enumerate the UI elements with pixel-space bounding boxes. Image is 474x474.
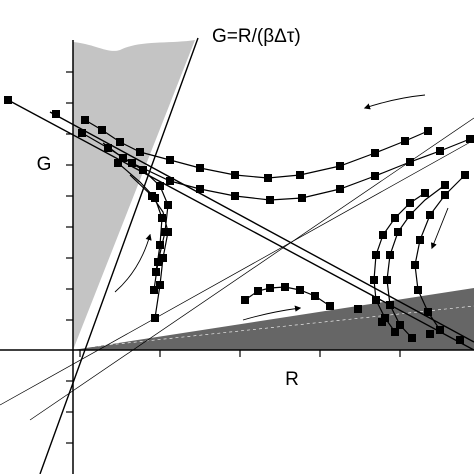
line-annotation: G=R/(βΔτ) [212,26,301,47]
axes [0,40,474,474]
flow-arrows [114,94,449,321]
x-axis-label: R [285,369,299,390]
lines [0,37,474,474]
y-axis-label: G [37,154,52,175]
markers [4,96,474,344]
y-ticks [66,71,401,444]
light-region [73,40,195,350]
